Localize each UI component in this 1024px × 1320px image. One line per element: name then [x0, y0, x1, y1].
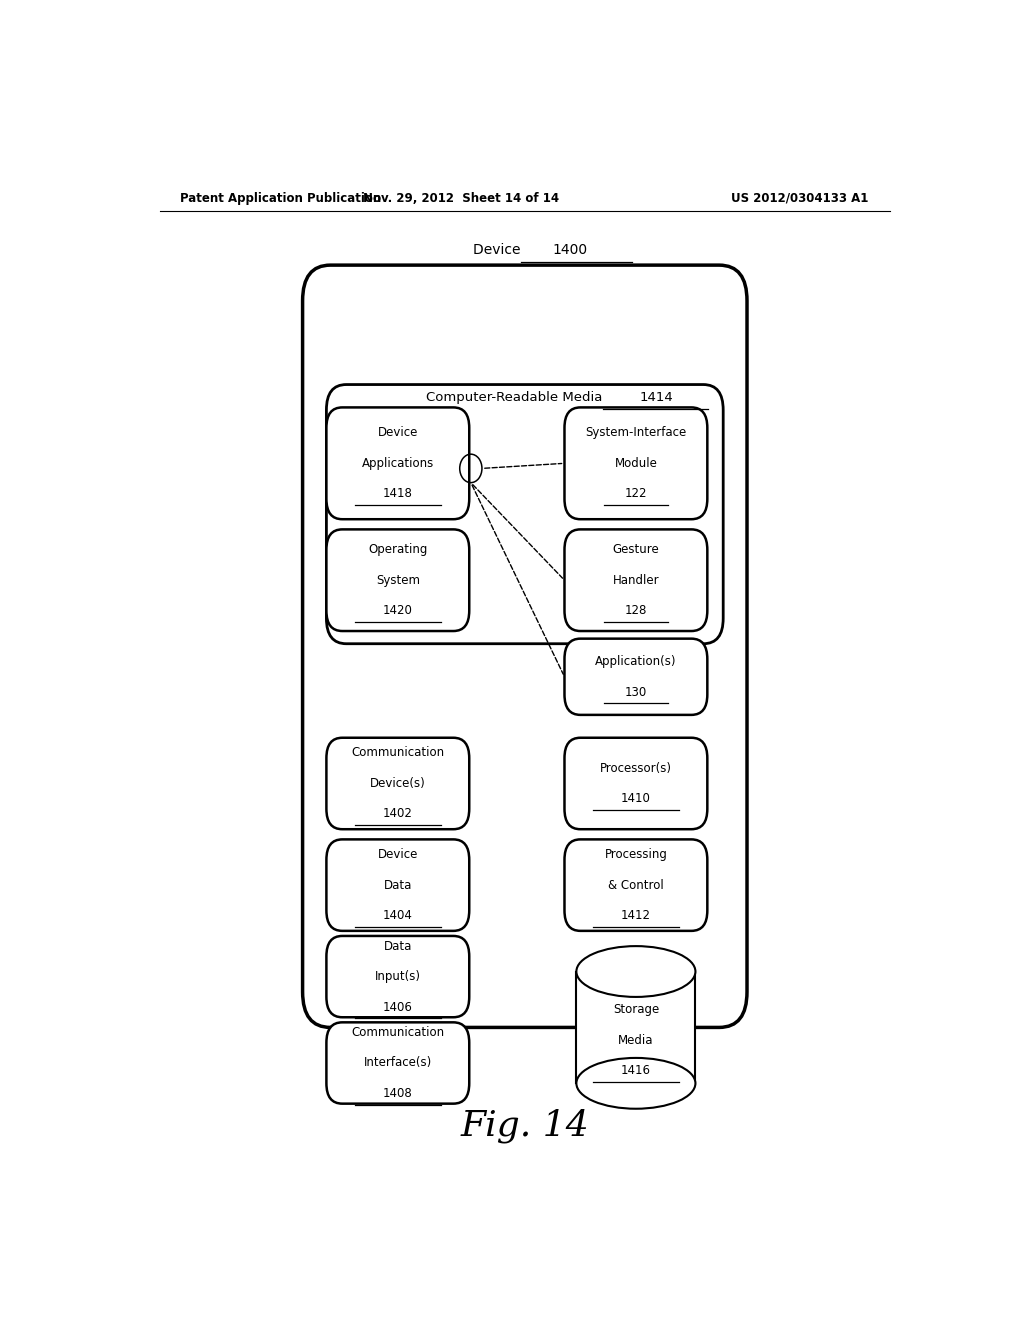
- Text: Media: Media: [618, 1034, 653, 1047]
- FancyBboxPatch shape: [564, 408, 708, 519]
- Text: 1410: 1410: [621, 792, 651, 805]
- FancyBboxPatch shape: [327, 840, 469, 931]
- Text: System-Interface: System-Interface: [586, 426, 686, 440]
- Text: Device: Device: [378, 426, 418, 440]
- Text: Processing: Processing: [604, 849, 668, 861]
- FancyBboxPatch shape: [303, 265, 748, 1027]
- Text: 1416: 1416: [621, 1064, 651, 1077]
- Polygon shape: [577, 972, 695, 1084]
- FancyBboxPatch shape: [327, 529, 469, 631]
- Text: Device: Device: [378, 849, 418, 861]
- FancyBboxPatch shape: [327, 384, 723, 644]
- Ellipse shape: [577, 1057, 695, 1109]
- Text: Gesture: Gesture: [612, 544, 659, 556]
- Text: Applications: Applications: [361, 457, 434, 470]
- Text: 1406: 1406: [383, 1001, 413, 1014]
- FancyBboxPatch shape: [327, 408, 469, 519]
- Text: Data: Data: [384, 879, 412, 891]
- Text: & Control: & Control: [608, 879, 664, 891]
- Text: Processor(s): Processor(s): [600, 762, 672, 775]
- FancyBboxPatch shape: [564, 840, 708, 931]
- Text: US 2012/0304133 A1: US 2012/0304133 A1: [731, 191, 868, 205]
- Text: Input(s): Input(s): [375, 970, 421, 983]
- Text: Computer-Readable Media: Computer-Readable Media: [426, 391, 602, 404]
- Text: 1418: 1418: [383, 487, 413, 500]
- Text: 1408: 1408: [383, 1086, 413, 1100]
- Text: Communication: Communication: [351, 1026, 444, 1039]
- FancyBboxPatch shape: [564, 529, 708, 631]
- Text: Device: Device: [473, 243, 534, 257]
- Text: Interface(s): Interface(s): [364, 1056, 432, 1069]
- Text: 1420: 1420: [383, 605, 413, 618]
- Text: Handler: Handler: [612, 574, 659, 586]
- Text: Operating: Operating: [369, 544, 427, 556]
- Text: Application(s): Application(s): [595, 655, 677, 668]
- Text: 1400: 1400: [553, 243, 588, 257]
- Text: Communication: Communication: [351, 747, 444, 759]
- FancyBboxPatch shape: [327, 738, 469, 829]
- FancyBboxPatch shape: [564, 639, 708, 715]
- Text: 1414: 1414: [640, 391, 674, 404]
- Text: Nov. 29, 2012  Sheet 14 of 14: Nov. 29, 2012 Sheet 14 of 14: [364, 191, 559, 205]
- Text: 1404: 1404: [383, 909, 413, 923]
- Text: 128: 128: [625, 605, 647, 618]
- Text: 130: 130: [625, 685, 647, 698]
- Text: Device(s): Device(s): [370, 777, 426, 789]
- FancyBboxPatch shape: [564, 738, 708, 829]
- Text: Fig. 14: Fig. 14: [461, 1109, 589, 1143]
- Text: 1402: 1402: [383, 808, 413, 821]
- FancyBboxPatch shape: [327, 1022, 469, 1104]
- Ellipse shape: [577, 946, 695, 997]
- FancyBboxPatch shape: [327, 936, 469, 1018]
- Text: Module: Module: [614, 457, 657, 470]
- Text: Patent Application Publication: Patent Application Publication: [179, 191, 381, 205]
- Text: Data: Data: [384, 940, 412, 953]
- Text: 122: 122: [625, 487, 647, 500]
- Text: 1412: 1412: [621, 909, 651, 923]
- Text: Storage: Storage: [612, 1003, 659, 1016]
- Text: System: System: [376, 574, 420, 586]
